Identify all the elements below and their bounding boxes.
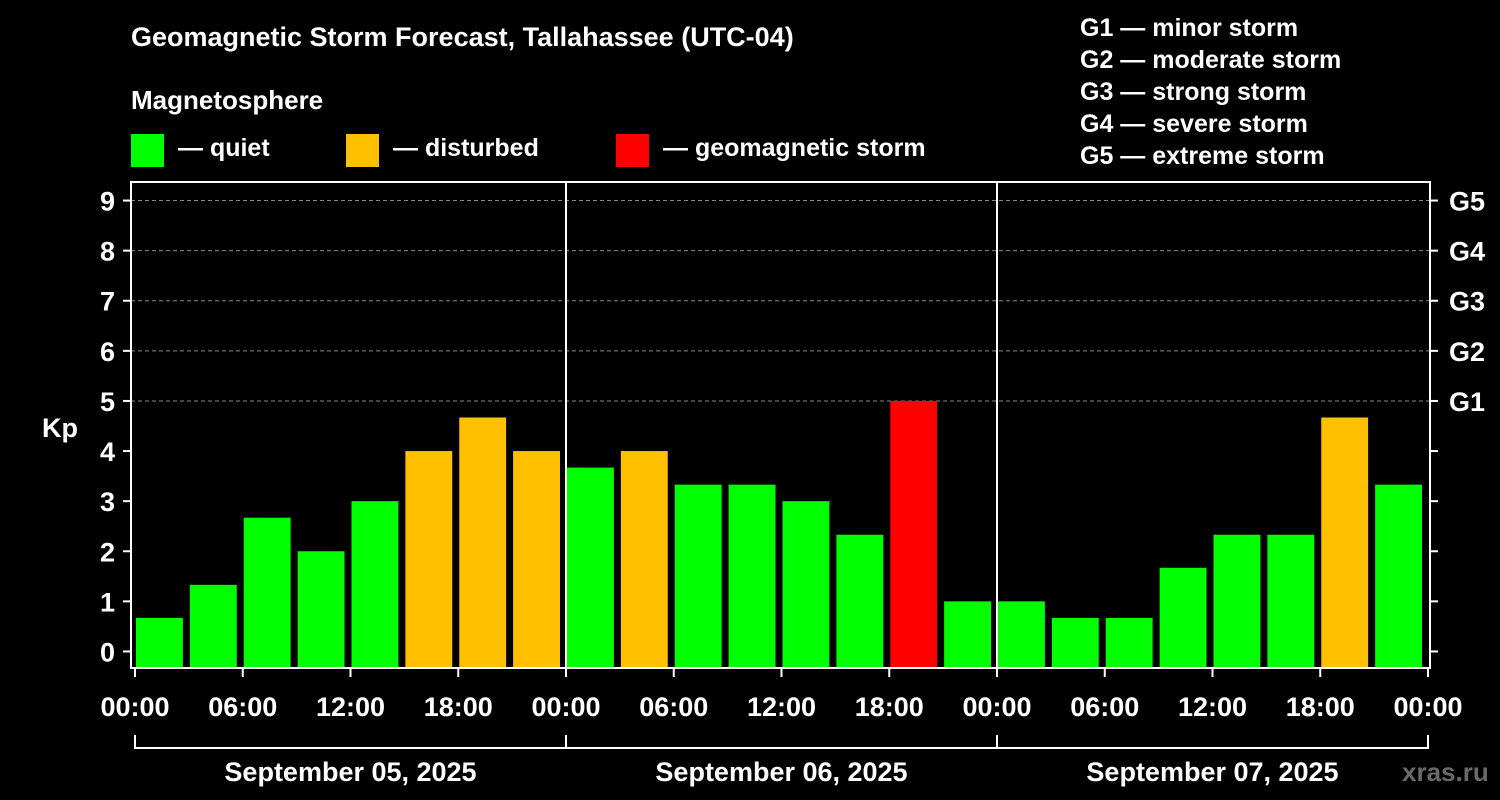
kp-bar xyxy=(513,451,560,668)
y-tick-label: 5 xyxy=(100,387,115,417)
g-scale-g3: G3 — strong storm xyxy=(1080,78,1307,106)
y-tick-label: 8 xyxy=(100,237,115,267)
g-level-label: G1 xyxy=(1449,387,1485,417)
kp-bar xyxy=(243,517,291,668)
y-tick-label: 4 xyxy=(100,437,115,467)
chart-title: Geomagnetic Storm Forecast, Tallahassee … xyxy=(131,22,794,52)
x-tick-label: 18:00 xyxy=(855,692,924,722)
kp-bar xyxy=(998,601,1045,668)
g-scale-g4: G4 — severe storm xyxy=(1080,110,1308,138)
kp-bar xyxy=(890,400,938,668)
x-tick-label: 18:00 xyxy=(424,692,493,722)
x-tick-label: 18:00 xyxy=(1286,692,1355,722)
x-tick-label: 06:00 xyxy=(1070,692,1139,722)
g-scale-g2: G2 — moderate storm xyxy=(1080,46,1342,74)
day-label: September 06, 2025 xyxy=(655,757,907,787)
x-tick-label: 00:00 xyxy=(1393,692,1462,722)
kp-bar xyxy=(459,417,507,668)
kp-bar xyxy=(405,451,453,668)
x-tick-label: 06:00 xyxy=(208,692,277,722)
legend-label-disturbed: — disturbed xyxy=(393,134,539,162)
kp-bar xyxy=(1267,534,1315,668)
kp-bar xyxy=(836,534,884,668)
kp-bar xyxy=(728,484,776,668)
kp-bar xyxy=(620,451,668,668)
kp-bar xyxy=(189,584,237,668)
kp-bar xyxy=(1375,484,1422,668)
y-tick-label: 0 xyxy=(100,637,115,667)
y-tick-label: 3 xyxy=(100,487,115,517)
x-tick-label: 00:00 xyxy=(962,692,1031,722)
x-tick-label: 00:00 xyxy=(531,692,600,722)
kp-bar xyxy=(1213,534,1261,668)
kp-bar xyxy=(351,501,399,668)
kp-bar xyxy=(297,551,345,668)
g-level-label: G3 xyxy=(1449,287,1485,317)
legend-swatch-disturbed xyxy=(346,134,379,167)
g-scale-g5: G5 — extreme storm xyxy=(1080,142,1325,170)
day-label: September 07, 2025 xyxy=(1086,757,1338,787)
kp-bar xyxy=(567,467,614,668)
y-tick-label: 7 xyxy=(100,287,115,317)
legend-swatch-storm xyxy=(616,134,649,167)
y-tick-label: 1 xyxy=(100,587,115,617)
kp-bar xyxy=(1159,567,1207,668)
kp-bar xyxy=(1321,417,1369,668)
day-label: September 05, 2025 xyxy=(224,757,476,787)
g-level-label: G4 xyxy=(1449,237,1485,267)
g-level-label: G5 xyxy=(1449,187,1485,217)
x-tick-label: 12:00 xyxy=(1178,692,1247,722)
x-tick-label: 12:00 xyxy=(747,692,816,722)
x-tick-label: 06:00 xyxy=(639,692,708,722)
y-tick-label: 9 xyxy=(100,187,115,217)
g-level-label: G2 xyxy=(1449,337,1485,367)
kp-bar xyxy=(944,601,991,668)
g-scale-g1: G1 — minor storm xyxy=(1080,14,1299,42)
g-scale-legend: G1 — minor storm G2 — moderate storm G3 … xyxy=(1080,14,1341,174)
kp-bar xyxy=(674,484,722,668)
magnetosphere-label: Magnetosphere xyxy=(131,85,324,115)
x-tick-label: 12:00 xyxy=(316,692,385,722)
y-tick-label: 6 xyxy=(100,337,115,367)
kp-bar xyxy=(1105,617,1153,668)
kp-bar xyxy=(782,501,830,668)
watermark: xras.ru xyxy=(1402,757,1489,787)
x-tick-label: 00:00 xyxy=(100,692,169,722)
y-tick-label: 2 xyxy=(100,537,115,567)
kp-bar xyxy=(136,617,183,668)
legend-swatch-quiet xyxy=(131,134,164,167)
y-axis-label: Kp xyxy=(42,413,78,443)
kp-bar xyxy=(1051,617,1099,668)
legend-label-storm: — geomagnetic storm xyxy=(663,134,926,162)
legend-label-quiet: — quiet xyxy=(178,134,270,162)
